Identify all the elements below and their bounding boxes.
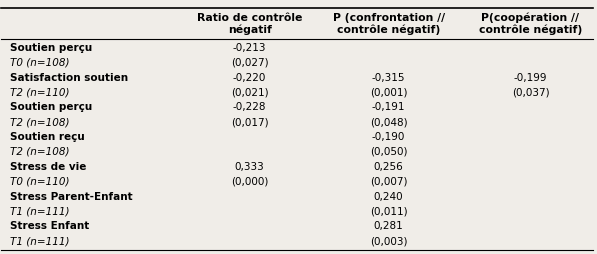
Text: (0,048): (0,048)	[370, 117, 407, 127]
Text: P (confrontation //
contrôle négatif): P (confrontation // contrôle négatif)	[333, 13, 445, 35]
Text: -0,213: -0,213	[233, 43, 266, 53]
Text: (0,050): (0,050)	[370, 146, 407, 156]
Text: Soutien perçu: Soutien perçu	[10, 102, 93, 112]
Text: T2 (n=108): T2 (n=108)	[10, 146, 70, 156]
Text: 0,333: 0,333	[235, 161, 264, 171]
Text: T1 (n=111): T1 (n=111)	[10, 205, 70, 216]
Text: -0,315: -0,315	[372, 72, 405, 82]
Text: -0,191: -0,191	[372, 102, 405, 112]
Text: Soutien perçu: Soutien perçu	[10, 43, 93, 53]
Text: (0,011): (0,011)	[370, 205, 407, 216]
Text: (0,007): (0,007)	[370, 176, 407, 186]
Text: Stress de vie: Stress de vie	[10, 161, 87, 171]
Text: -0,190: -0,190	[372, 132, 405, 141]
Text: T2 (n=110): T2 (n=110)	[10, 87, 70, 97]
Text: -0,199: -0,199	[514, 72, 547, 82]
Text: T2 (n=108): T2 (n=108)	[10, 117, 70, 127]
Text: (0,003): (0,003)	[370, 235, 407, 245]
Text: Satisfaction soutien: Satisfaction soutien	[10, 72, 128, 82]
Text: (0,017): (0,017)	[231, 117, 269, 127]
Text: 0,256: 0,256	[374, 161, 404, 171]
Text: 0,240: 0,240	[374, 191, 404, 201]
Text: P(coopération //
contrôle négatif): P(coopération // contrôle négatif)	[479, 13, 582, 35]
Text: (0,027): (0,027)	[231, 58, 269, 68]
Text: (0,001): (0,001)	[370, 87, 407, 97]
Text: T1 (n=111): T1 (n=111)	[10, 235, 70, 245]
Text: Stress Parent-Enfant: Stress Parent-Enfant	[10, 191, 133, 201]
Text: Ratio de contrôle
négatif: Ratio de contrôle négatif	[197, 13, 302, 35]
Text: (0,037): (0,037)	[512, 87, 549, 97]
Text: Stress Enfant: Stress Enfant	[10, 220, 90, 230]
Text: (0,000): (0,000)	[231, 176, 269, 186]
Text: (0,021): (0,021)	[231, 87, 269, 97]
Text: Soutien reçu: Soutien reçu	[10, 132, 85, 141]
Text: T0 (n=110): T0 (n=110)	[10, 176, 70, 186]
Text: T0 (n=108): T0 (n=108)	[10, 58, 70, 68]
Text: 0,281: 0,281	[374, 220, 404, 230]
Text: -0,220: -0,220	[233, 72, 266, 82]
Text: -0,228: -0,228	[233, 102, 266, 112]
